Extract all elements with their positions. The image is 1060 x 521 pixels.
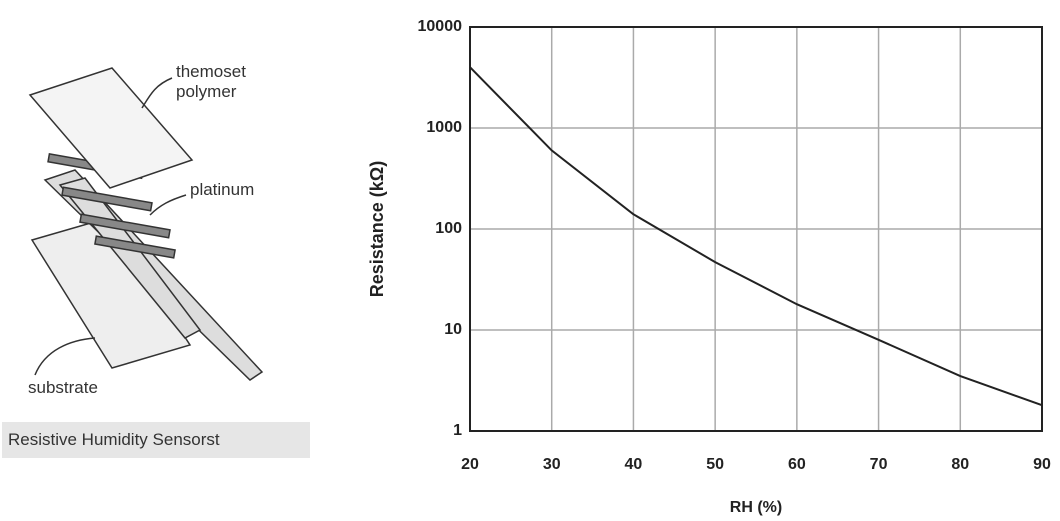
leader: [142, 78, 172, 108]
y-tick-label: 10: [444, 321, 462, 338]
y-tick-label: 100: [435, 220, 462, 237]
curve: [470, 67, 1042, 405]
x-tick-label: 90: [1033, 456, 1051, 473]
plot: 1 10 100 1000 10000 20 30 40 50 60 70 80 90 RH (%) Res…: [367, 18, 1051, 516]
x-tick-label: 70: [870, 456, 888, 473]
x-tick-label: 30: [543, 456, 561, 473]
y-axis-label: Resistance (kΩ): [367, 161, 387, 298]
x-tick-label: 40: [625, 456, 643, 473]
leader: [150, 195, 186, 215]
y-tick-label: 10000: [418, 18, 463, 35]
x-tick-label: 80: [951, 456, 969, 473]
label: platinum: [190, 180, 254, 200]
y-tick-label: 1: [453, 422, 462, 439]
y-tick-label: 1000: [426, 119, 462, 136]
page: 1 10 100 1000 10000 20 30 40 50 60 70 80 90 RH (%) Res…: [0, 0, 1060, 521]
leader: [35, 338, 95, 375]
caption: Resistive Humidity Sensorst: [2, 422, 310, 458]
sensor-diagram: [30, 68, 262, 380]
label: themoset polymer: [176, 62, 256, 102]
polymer-plate: [30, 68, 192, 188]
x-tick-label: 20: [461, 456, 479, 473]
label: substrate: [28, 378, 98, 398]
x-axis-label: RH (%): [730, 499, 782, 516]
x-tick-label: 60: [788, 456, 806, 473]
x-tick-label: 50: [706, 456, 724, 473]
